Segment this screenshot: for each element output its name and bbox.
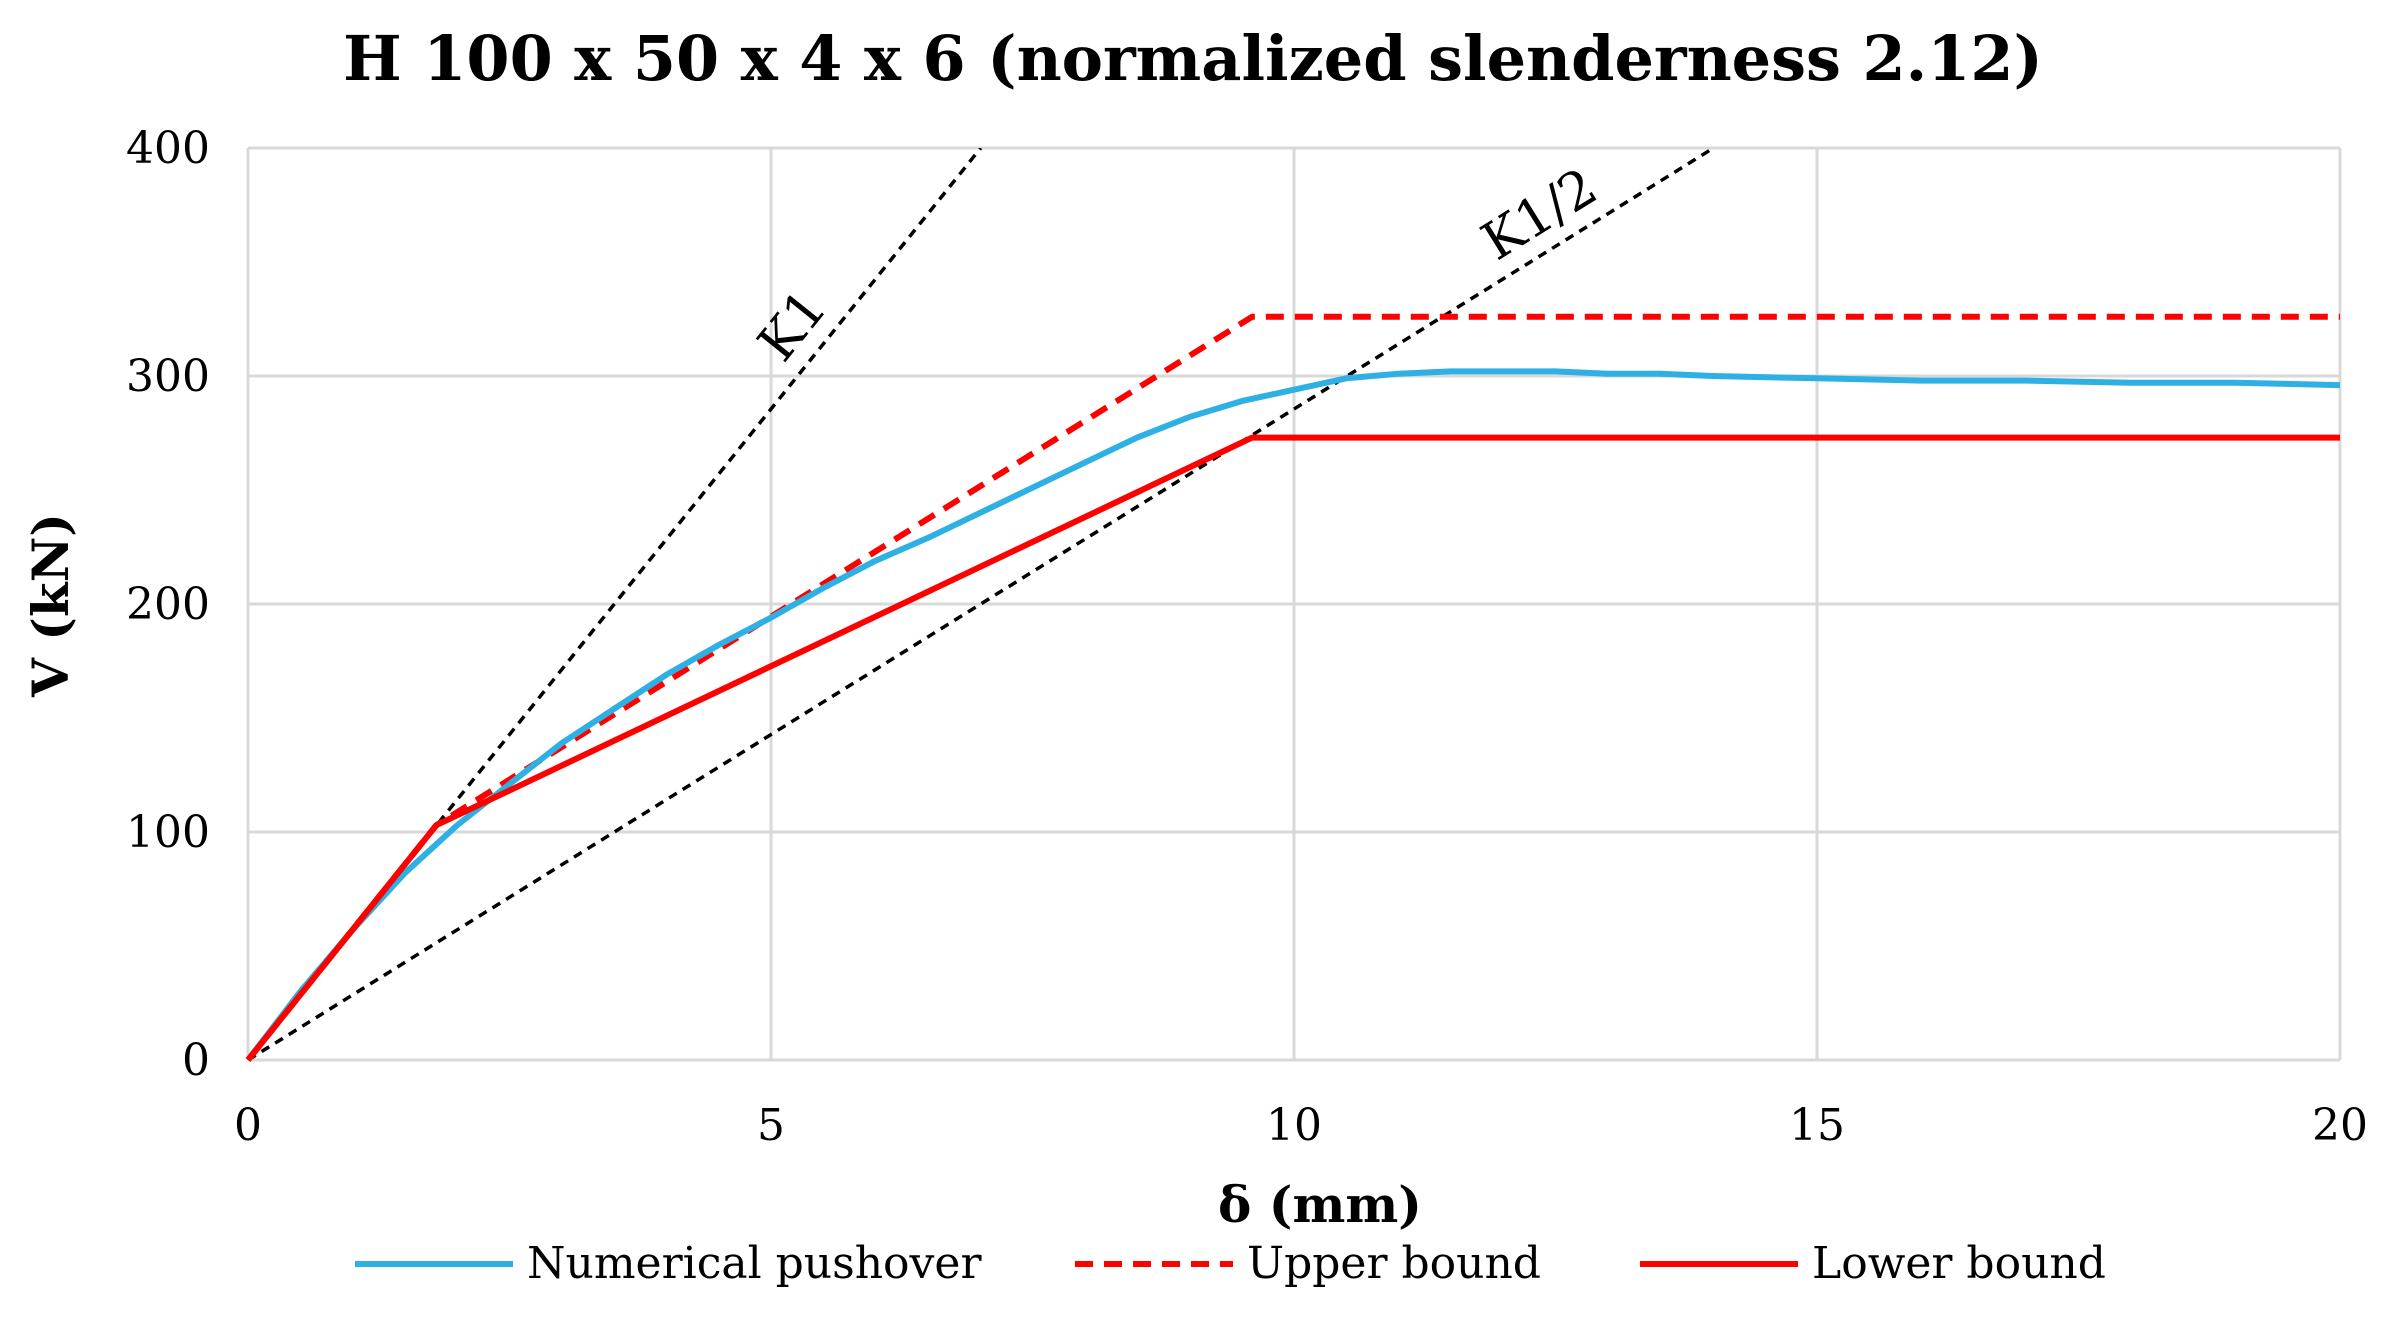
legend-label: Lower bound (1812, 1238, 2106, 1289)
chart-title: H 100 x 50 x 4 x 6 (normalized slenderne… (343, 22, 2043, 95)
y-tick-label: 0 (182, 1035, 210, 1086)
y-tick-label: 100 (126, 807, 210, 858)
series-lines (245, 313, 2341, 1062)
x-tick-label: 0 (234, 1100, 262, 1151)
y-tick-label: 400 (126, 123, 210, 174)
x-tick-labels: 0 5 10 15 20 (234, 1100, 2368, 1151)
y-tick-label: 300 (126, 351, 210, 402)
x-tick-label: 20 (2312, 1100, 2368, 1151)
y-tick-label: 200 (126, 579, 210, 630)
legend-label: Upper bound (1247, 1238, 1541, 1289)
x-tick-label: 15 (1789, 1100, 1845, 1151)
y-tick-labels: 0 100 200 300 400 (126, 123, 210, 1086)
x-axis-label: δ (mm) (1218, 1175, 1422, 1234)
legend-item-lower-bound: Lower bound (1640, 1238, 2106, 1289)
legend-item-numerical-pushover: Numerical pushover (355, 1238, 982, 1289)
legend-item-upper-bound: Upper bound (1075, 1238, 1541, 1289)
x-tick-label: 10 (1266, 1100, 1322, 1151)
series-numerical-pushover (245, 368, 2341, 1062)
legend: Numerical pushover Upper bound Lower bound (355, 1238, 2106, 1289)
legend-label: Numerical pushover (527, 1238, 982, 1289)
series-lower-bound (245, 434, 2340, 1062)
grid (246, 146, 2342, 1062)
y-axis-label: V (kN) (21, 513, 80, 698)
x-tick-label: 5 (757, 1100, 785, 1151)
